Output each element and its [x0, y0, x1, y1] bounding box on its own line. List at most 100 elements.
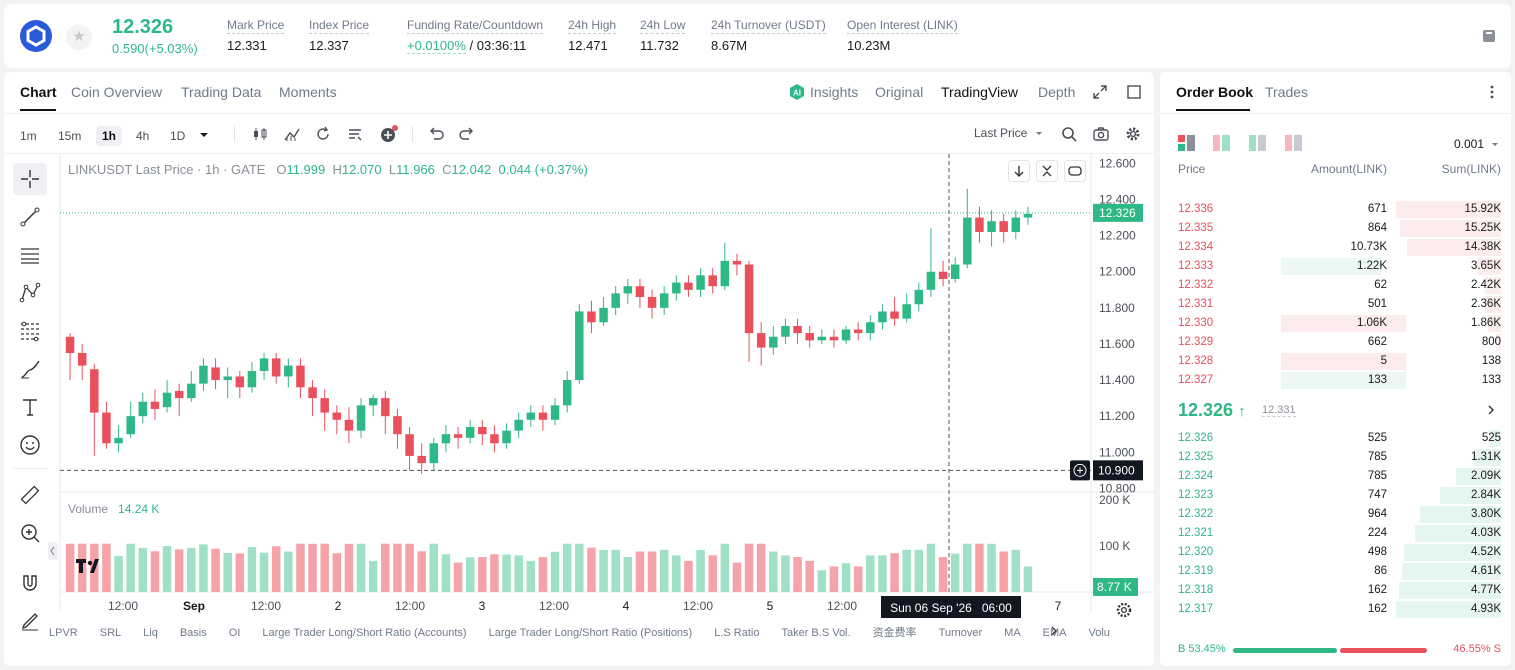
horizontal-lines-tool-icon[interactable]	[19, 244, 41, 266]
crosshair-tool-icon[interactable]	[19, 168, 41, 190]
indicator-tab[interactable]: 资金费率	[872, 627, 917, 639]
more-options-icon[interactable]	[1487, 84, 1497, 100]
book-view-sells-icon[interactable]	[1285, 135, 1303, 151]
replay-icon[interactable]	[314, 125, 332, 143]
indicator-tab[interactable]: OI	[228, 627, 241, 639]
text-tool-icon[interactable]	[19, 396, 41, 418]
volume-bar	[575, 543, 584, 592]
chart-tab-moments[interactable]: Moments	[279, 84, 337, 100]
indicator-tab[interactable]: Volu	[1088, 627, 1110, 639]
chevron-right-icon[interactable]	[1486, 404, 1496, 416]
bid-row[interactable]: 12.319 86 4.61K	[1160, 562, 1511, 581]
indicator-tab[interactable]: SRL	[99, 627, 122, 639]
candle	[938, 260, 948, 287]
book-view-bids-icon[interactable]	[1249, 135, 1267, 151]
timeframe-1h[interactable]: 1h	[96, 126, 123, 146]
scroll-to-latest-icon[interactable]	[1008, 160, 1030, 182]
indicator-tab[interactable]: LPVR	[49, 627, 78, 639]
view-tab-original[interactable]: Original	[875, 84, 924, 100]
timeframe-4h[interactable]: 4h	[136, 129, 150, 143]
indicator-tab[interactable]: Large Trader Long/Short Ratio (Accounts)	[262, 627, 467, 639]
ask-row[interactable]: 12.332 62 2.42K	[1160, 276, 1511, 295]
indicator-tab[interactable]: Taker B.S Vol.	[781, 627, 851, 639]
indicator-tab[interactable]: Large Trader Long/Short Ratio (Positions…	[488, 627, 693, 639]
book-view-both-icon[interactable]	[1178, 135, 1196, 151]
candle	[271, 352, 281, 384]
bid-row[interactable]: 12.326 525 525	[1160, 429, 1511, 448]
chart-tab-chart[interactable]: Chart	[20, 84, 57, 100]
ruler-tool-icon[interactable]	[19, 484, 41, 506]
templates-icon[interactable]	[346, 125, 364, 143]
ask-sum: 2.42K	[1470, 279, 1501, 291]
ask-row[interactable]: 12.328 5 138	[1160, 352, 1511, 371]
bid-row[interactable]: 12.321 224 4.03K	[1160, 524, 1511, 543]
view-tab-insights[interactable]: Insights	[810, 84, 859, 100]
timeframe-1m[interactable]: 1m	[20, 129, 37, 143]
pattern-tool-icon[interactable]	[19, 282, 41, 304]
trend-line-tool-icon[interactable]	[19, 206, 41, 228]
chevron-right-icon[interactable]	[1049, 625, 1059, 637]
price-chart[interactable]: 12.600 12.400 12.200 12.000 11.800 11.600 11.4…	[4, 72, 1154, 666]
expand-icon[interactable]	[1093, 85, 1107, 99]
indicator-tab[interactable]: Turnover	[938, 627, 983, 639]
ask-row[interactable]: 12.335 864 15.25K	[1160, 219, 1511, 238]
add-indicator-icon[interactable]	[379, 124, 399, 144]
precision-select[interactable]: 0.001	[1454, 137, 1485, 151]
bid-row[interactable]: 12.324 785 2.09K	[1160, 467, 1511, 486]
undo-icon[interactable]	[427, 125, 445, 143]
view-tab-depth[interactable]: Depth	[1038, 84, 1076, 100]
indicator-tab[interactable]: Liq	[143, 627, 158, 639]
amount-highlight-bar	[1281, 372, 1406, 389]
chevron-down-icon[interactable]	[1490, 139, 1500, 149]
fib-tool-icon[interactable]	[19, 320, 41, 342]
ask-row[interactable]: 12.330 1.06K 1.86K	[1160, 314, 1511, 333]
ask-row[interactable]: 12.329 662 800	[1160, 333, 1511, 352]
indicator-tab[interactable]: Basis	[179, 627, 207, 639]
chevron-down-icon[interactable]	[197, 128, 211, 142]
brush-tool-icon[interactable]	[19, 358, 41, 380]
bid-row[interactable]: 12.320 498 4.52K	[1160, 543, 1511, 562]
volume-last-tag: 8.77 K	[1097, 580, 1132, 594]
price-source-select[interactable]: Last Price	[974, 126, 1028, 140]
indicator-tab[interactable]: MA	[1004, 627, 1021, 639]
bid-row[interactable]: 12.318 162 4.77K	[1160, 581, 1511, 600]
favorite-star-icon[interactable]: ★	[66, 24, 92, 50]
candle-type-icon[interactable]	[251, 125, 269, 143]
camera-icon[interactable]	[1092, 125, 1110, 143]
chart-tab-trading-data[interactable]: Trading Data	[181, 84, 262, 100]
magnet-tool-icon[interactable]	[19, 572, 41, 594]
indicators-icon[interactable]	[283, 125, 301, 143]
ask-row[interactable]: 12.327 133 133	[1160, 371, 1511, 390]
redo-icon[interactable]	[458, 125, 476, 143]
indicator-tab[interactable]: L.S Ratio	[714, 627, 760, 639]
book-view-asks-icon[interactable]	[1213, 135, 1231, 151]
toggle-view-icon[interactable]	[1064, 160, 1086, 182]
bid-row[interactable]: 12.323 747 2.84K	[1160, 486, 1511, 505]
zoom-in-tool-icon[interactable]	[19, 522, 41, 544]
collapse-legend-icon[interactable]	[1036, 160, 1058, 182]
lock-drawing-icon[interactable]	[19, 610, 41, 632]
volume-bar	[308, 543, 317, 592]
volume-bar	[526, 560, 536, 592]
ask-row[interactable]: 12.336 671 15.92K	[1160, 200, 1511, 219]
tab-order-book[interactable]: Order Book	[1176, 84, 1254, 100]
ask-row[interactable]: 12.331 501 2.36K	[1160, 295, 1511, 314]
view-tab-tradingview[interactable]: TradingView	[941, 84, 1019, 100]
notebook-icon[interactable]	[1481, 28, 1497, 44]
chart-tab-coin-overview[interactable]: Coin Overview	[71, 84, 163, 100]
bid-row[interactable]: 12.322 964 3.80K	[1160, 505, 1511, 524]
chart-settings-icon[interactable]	[1115, 601, 1133, 619]
chevron-down-icon[interactable]	[1034, 128, 1044, 138]
collapse-toolbar-icon[interactable]	[48, 542, 58, 560]
bid-row[interactable]: 12.317 162 4.93K	[1160, 600, 1511, 619]
tab-trades[interactable]: Trades	[1265, 84, 1309, 100]
emoji-tool-icon[interactable]	[19, 434, 41, 456]
ask-row[interactable]: 12.333 1.22K 3.65K	[1160, 257, 1511, 276]
ask-row[interactable]: 12.334 10.73K 14.38K	[1160, 238, 1511, 257]
timeframe-1D[interactable]: 1D	[170, 129, 186, 143]
timeframe-15m[interactable]: 15m	[58, 129, 82, 143]
settings-gear-icon[interactable]	[1124, 125, 1142, 143]
fullscreen-icon[interactable]	[1127, 85, 1141, 99]
bid-row[interactable]: 12.325 785 1.31K	[1160, 448, 1511, 467]
search-icon[interactable]	[1060, 125, 1078, 143]
